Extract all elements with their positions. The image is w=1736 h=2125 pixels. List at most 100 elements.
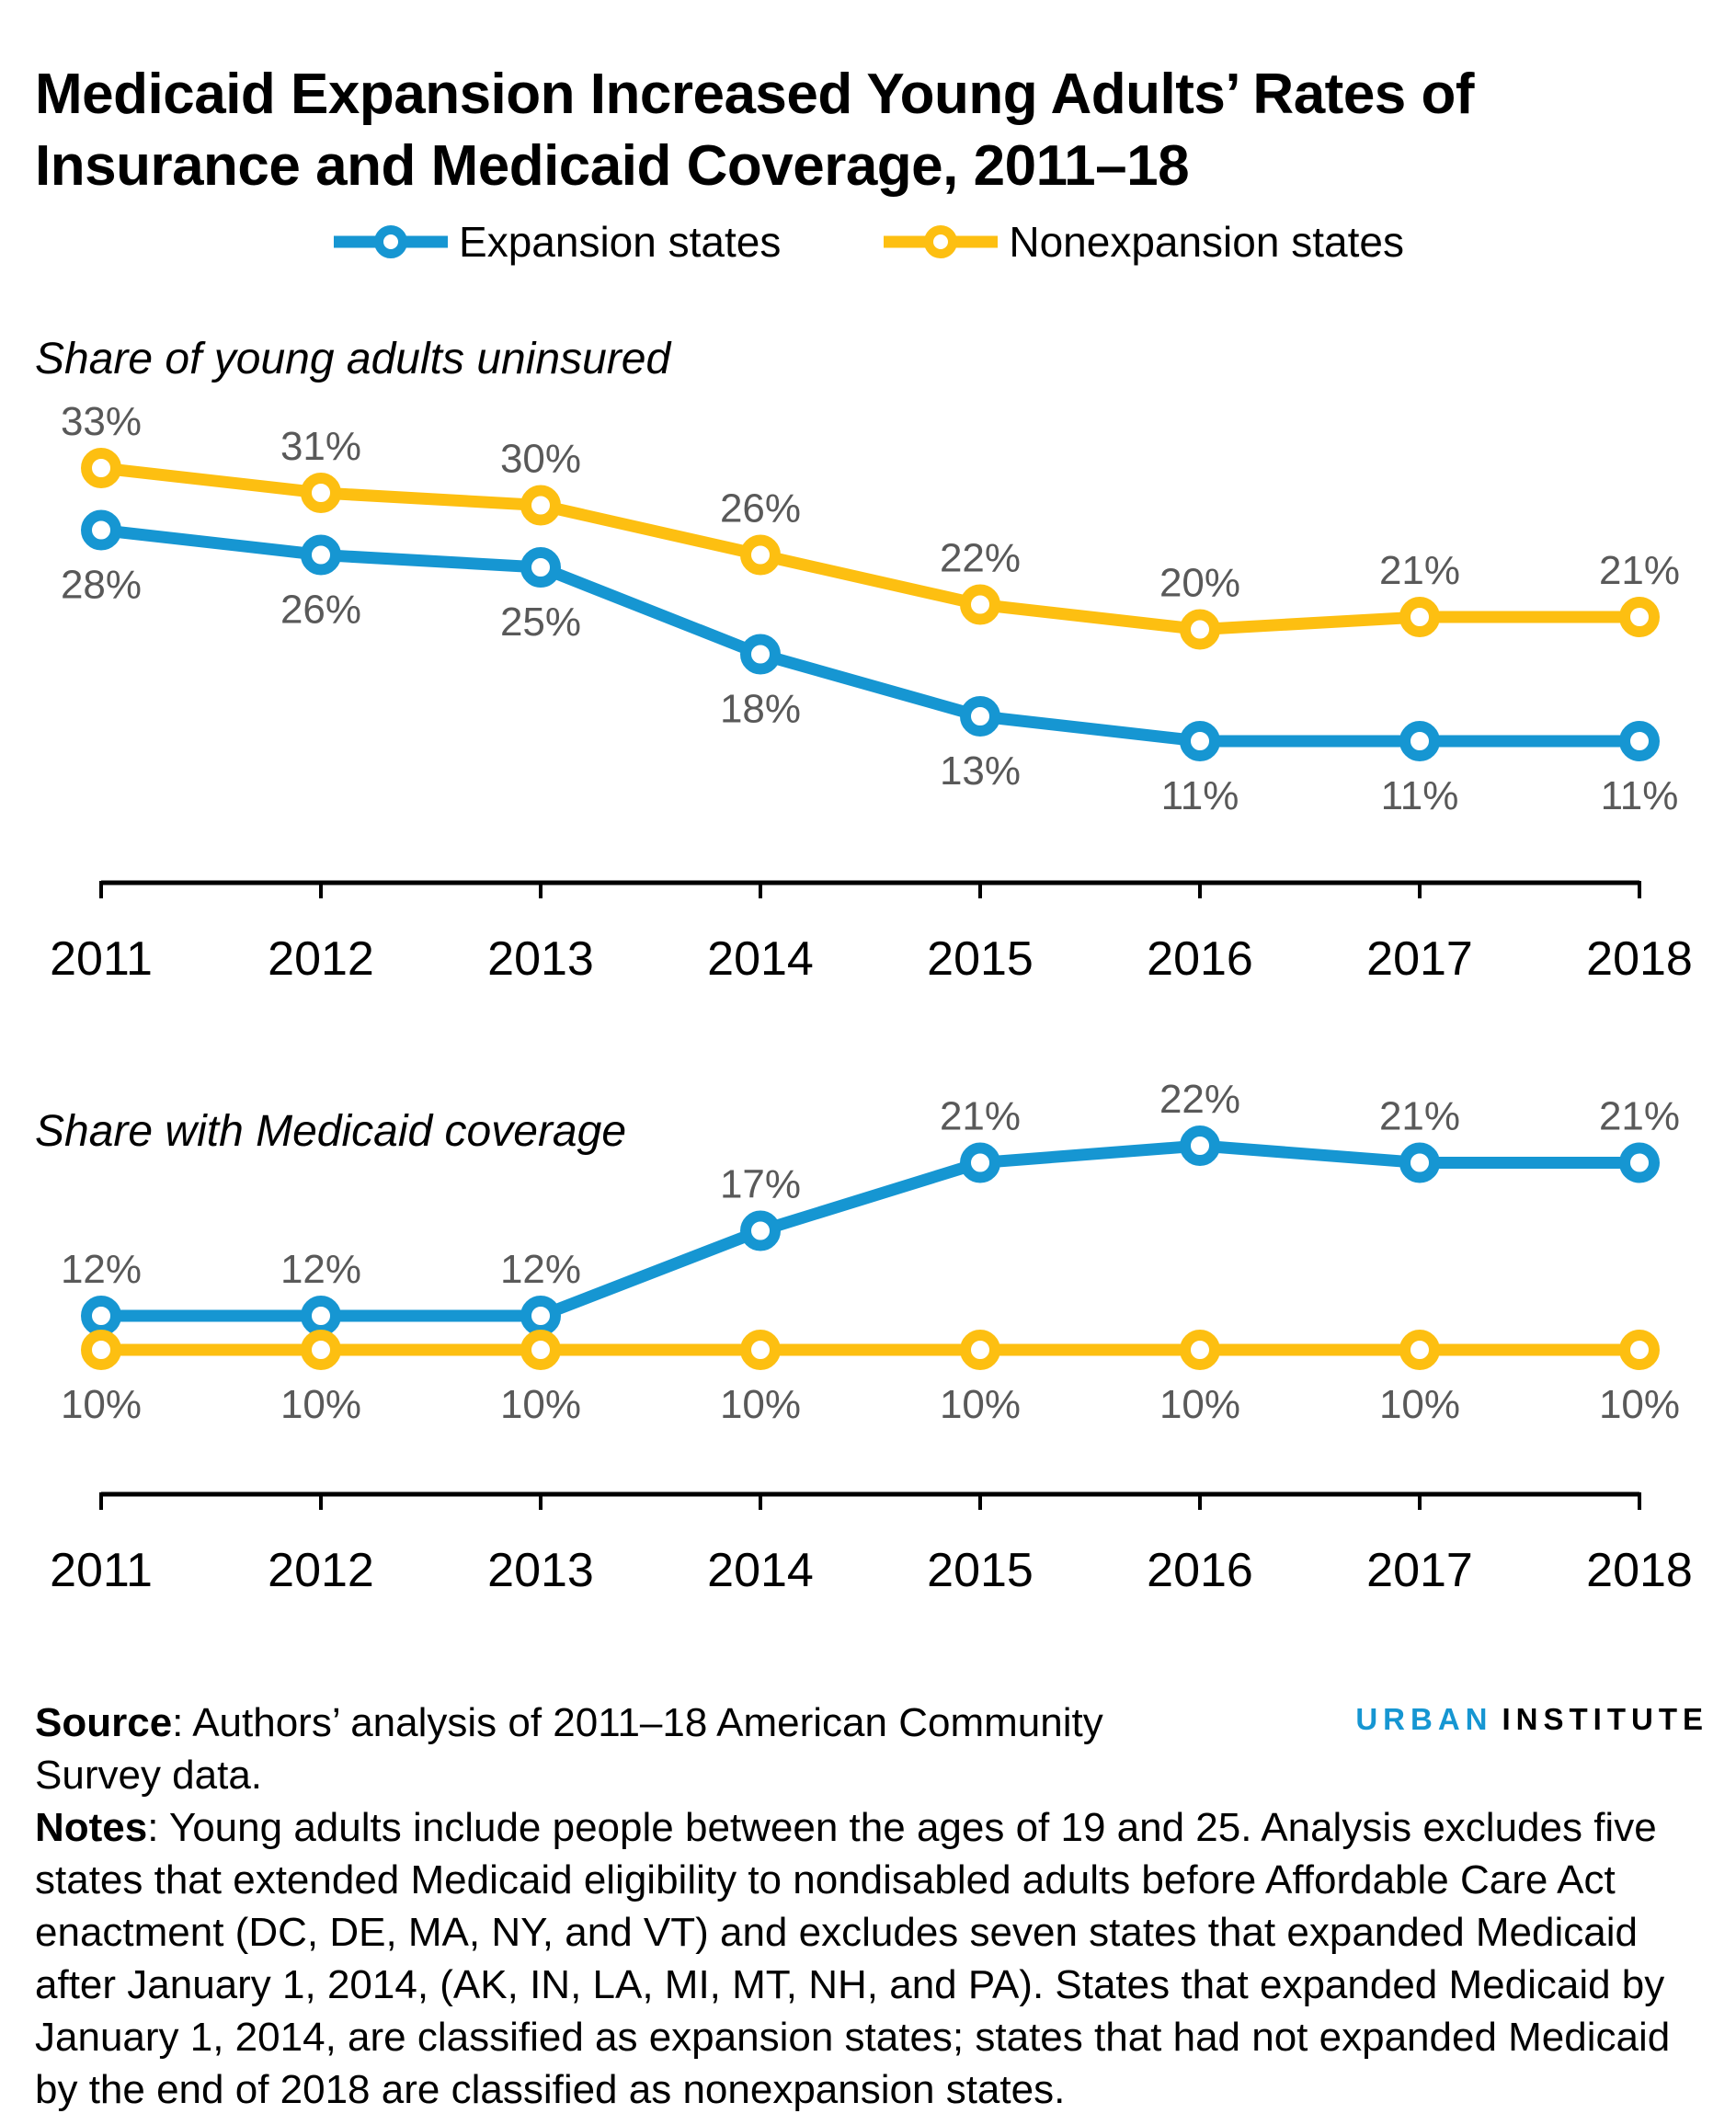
data-point-marker <box>301 473 341 513</box>
notes-text: Notes: Young adults include people betwe… <box>35 1801 1710 2116</box>
value-label: 10% <box>720 1382 801 1427</box>
data-point-marker <box>740 1330 781 1370</box>
data-point-marker <box>960 584 1000 625</box>
value-label: 12% <box>61 1247 142 1292</box>
data-point-marker <box>81 448 121 488</box>
value-label: 10% <box>280 1382 361 1427</box>
x-axis-year-label: 2012 <box>268 1544 374 1597</box>
x-axis-year-label: 2011 <box>50 1544 153 1597</box>
x-axis-year-label: 2014 <box>707 1544 814 1597</box>
value-label: 31% <box>280 424 361 469</box>
data-point-marker <box>1399 721 1440 761</box>
value-label: 21% <box>1379 1094 1460 1139</box>
x-axis-year-label: 2016 <box>1147 932 1253 986</box>
data-point-marker <box>1399 1142 1440 1183</box>
logo-institute-text: INSTITUTE <box>1502 1702 1708 1736</box>
x-axis-year-label: 2018 <box>1586 932 1693 986</box>
legend-label-nonexpansion: Nonexpansion states <box>1009 218 1404 266</box>
value-label: 10% <box>61 1382 142 1427</box>
value-label: 10% <box>1599 1382 1680 1427</box>
value-label: 22% <box>940 536 1021 581</box>
data-point-marker <box>1180 609 1220 650</box>
x-axis-year-label: 2013 <box>487 1544 594 1597</box>
data-point-marker <box>740 634 781 675</box>
data-point-marker <box>740 534 781 576</box>
value-label: 33% <box>61 399 142 444</box>
legend-marker-expansion-icon <box>334 225 449 258</box>
value-label: 10% <box>1159 1382 1240 1427</box>
data-point-marker <box>1180 1125 1220 1166</box>
value-label: 10% <box>940 1382 1021 1427</box>
footer: URBAN INSTITUTE Source: Authors’ analysis… <box>35 1697 1710 2116</box>
value-label: 13% <box>940 748 1021 794</box>
value-label: 17% <box>720 1162 801 1207</box>
legend-marker-nonexpansion-icon <box>884 225 999 258</box>
source-body: : Authors’ analysis of 2011–18 American … <box>35 1700 1103 1798</box>
value-label: 11% <box>1601 773 1679 818</box>
x-axis-year-label: 2014 <box>707 932 814 986</box>
chart-subtitle: Share of young adults uninsured <box>35 335 671 383</box>
series-line <box>95 1139 1646 1322</box>
page-title: Medicaid Expansion Increased Young Adult… <box>35 59 1475 202</box>
x-axis-year-label: 2017 <box>1366 932 1473 986</box>
value-label: 18% <box>720 687 801 732</box>
value-label: 11% <box>1161 773 1239 818</box>
data-point-marker <box>81 1330 121 1370</box>
x-axis-year-label: 2011 <box>50 932 153 986</box>
chart-legend: Expansion states Nonexpansion states <box>0 217 1736 267</box>
data-point-marker <box>1619 721 1660 761</box>
series-line <box>95 462 1646 635</box>
data-point-marker <box>960 1142 1000 1183</box>
x-axis-year-label: 2017 <box>1366 1544 1473 1597</box>
data-point-marker <box>301 1296 341 1336</box>
legend-item-expansion: Expansion states <box>332 217 781 267</box>
value-label: 12% <box>280 1247 361 1292</box>
x-axis-year-label: 2013 <box>487 932 594 986</box>
source-label: Source <box>35 1700 173 1745</box>
uninsured-line-chart: Share of young adults uninsured 2011 2012 2… <box>35 335 1693 986</box>
logo-urban-text: URBAN <box>1355 1702 1493 1736</box>
value-label: 21% <box>940 1094 1021 1139</box>
source-text: Source: Authors’ analysis of 2011–18 Ame… <box>35 1697 1239 1801</box>
data-point-marker <box>81 1296 121 1336</box>
value-label: 25% <box>500 600 581 645</box>
value-label: 30% <box>500 437 581 482</box>
value-label: 28% <box>61 563 142 608</box>
x-axis-year-label: 2015 <box>927 932 1034 986</box>
data-point-marker <box>1180 1330 1220 1370</box>
data-point-marker <box>740 1210 781 1251</box>
value-label: 21% <box>1379 548 1460 593</box>
value-label: 10% <box>1379 1382 1460 1427</box>
page-title-line-2: Insurance and Medicaid Coverage, 2011–18 <box>35 133 1190 198</box>
data-point-marker <box>960 696 1000 737</box>
value-label: 21% <box>1599 548 1680 593</box>
value-label: 21% <box>1599 1094 1680 1139</box>
medicaid-coverage-line-chart: Share with Medicaid coverage 2011 2012 2013… <box>35 1077 1693 1597</box>
data-point-marker <box>1399 597 1440 637</box>
value-label: 10% <box>500 1382 581 1427</box>
data-point-marker <box>520 1330 561 1370</box>
value-label: 20% <box>1159 561 1240 606</box>
value-label: 11% <box>1381 773 1459 818</box>
chart-subtitle: Share with Medicaid coverage <box>35 1107 626 1156</box>
legend-item-nonexpansion: Nonexpansion states <box>882 217 1404 267</box>
data-point-marker <box>520 547 561 588</box>
urban-institute-logo: URBAN INSTITUTE <box>1355 1702 1708 1737</box>
page-title-line-1: Medicaid Expansion Increased Young Adult… <box>35 62 1475 126</box>
data-point-marker <box>81 509 121 551</box>
data-point-marker <box>520 485 561 526</box>
notes-body: : Young adults include people between th… <box>35 1805 1671 2112</box>
x-axis-year-label: 2018 <box>1586 1544 1693 1597</box>
legend-label-expansion: Expansion states <box>459 218 782 266</box>
x-axis-year-label: 2016 <box>1147 1544 1253 1597</box>
x-axis-year-label: 2015 <box>927 1544 1034 1597</box>
x-axis-year-label: 2012 <box>268 932 374 986</box>
data-point-marker <box>301 534 341 576</box>
data-point-marker <box>1180 721 1220 761</box>
data-point-marker <box>1399 1330 1440 1370</box>
data-point-marker <box>301 1330 341 1370</box>
data-point-marker <box>520 1296 561 1336</box>
value-label: 12% <box>500 1247 581 1292</box>
value-label: 26% <box>720 486 801 531</box>
